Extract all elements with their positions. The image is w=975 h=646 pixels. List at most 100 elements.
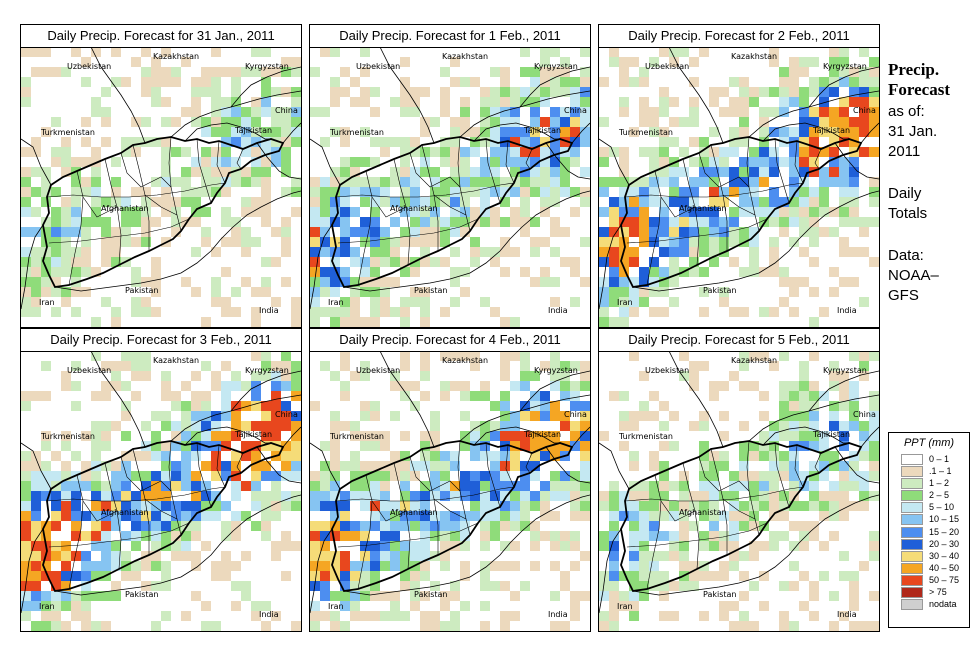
precip-cell <box>809 381 819 391</box>
precip-cell <box>570 511 580 521</box>
country-border <box>860 426 879 448</box>
map-panel-3: Daily Precip. Forecast for 2 Feb., 2011 … <box>598 24 880 328</box>
precip-cell <box>619 307 629 317</box>
precip-cell <box>410 297 420 307</box>
precip-cell <box>530 167 540 177</box>
precip-cell <box>739 77 749 87</box>
precip-cell <box>450 167 460 177</box>
precip-cell <box>839 481 849 491</box>
precip-cell <box>460 601 470 611</box>
precip-cell <box>211 77 221 87</box>
precip-cell <box>500 107 510 117</box>
precip-cell <box>71 267 81 277</box>
precip-cell <box>91 531 101 541</box>
precip-cell <box>151 551 161 561</box>
precip-cell <box>261 277 271 287</box>
precip-cell <box>789 421 799 431</box>
label-china: China <box>564 106 587 115</box>
precip-cell <box>799 197 809 207</box>
precip-cell <box>629 351 639 361</box>
pakistan-border <box>632 494 879 596</box>
label-kazakhstan: Kazakhstan <box>153 356 199 365</box>
province-boundary <box>48 218 190 244</box>
precip-cell <box>121 531 131 541</box>
precip-cell <box>390 561 400 571</box>
as-of-block: as of: 31 Jan. 2011 <box>888 102 937 162</box>
precip-cell <box>91 167 101 177</box>
precip-cell <box>71 177 81 187</box>
precip-cell <box>360 551 370 561</box>
precip-cell <box>609 621 619 631</box>
precip-cell <box>271 107 281 117</box>
precip-cell <box>570 441 580 451</box>
precip-cell <box>370 551 380 561</box>
country-border <box>545 446 590 484</box>
precip-cell <box>789 217 799 227</box>
precip-cell <box>261 47 271 57</box>
precip-cell <box>440 381 450 391</box>
precip-cell <box>739 351 749 361</box>
precip-cell <box>61 491 71 501</box>
precip-cell <box>430 451 440 461</box>
precip-cell <box>659 217 669 227</box>
precip-cell <box>340 421 350 431</box>
precip-cell <box>580 77 590 87</box>
precip-cell <box>869 461 879 471</box>
legend-label: 1 – 2 <box>929 478 950 489</box>
precip-cell <box>350 317 360 327</box>
borders <box>599 351 879 614</box>
precip-cell <box>310 67 320 77</box>
precip-cell <box>201 237 211 247</box>
precip-cell <box>849 401 859 411</box>
precip-cell <box>709 217 719 227</box>
label-india: India <box>837 306 857 315</box>
precip-cell <box>151 307 161 317</box>
precip-cell <box>490 87 500 97</box>
precip-cell <box>560 421 570 431</box>
precip-cell <box>430 531 440 541</box>
province-boundary <box>525 148 533 170</box>
precip-cell <box>101 391 111 401</box>
precip-cell <box>320 551 330 561</box>
precip-cell <box>310 187 320 197</box>
precip-cell <box>131 277 141 287</box>
precip-cell <box>550 127 560 137</box>
precip-cell <box>639 571 649 581</box>
precip-cell <box>809 227 819 237</box>
precip-cell <box>21 247 31 257</box>
country-border <box>184 426 271 446</box>
precip-cell <box>709 167 719 177</box>
precip-cell <box>669 177 679 187</box>
precip-cell <box>21 87 31 97</box>
province-boundary <box>357 170 373 286</box>
precip-cell <box>679 227 689 237</box>
precip-cell <box>101 257 111 267</box>
precip-cell <box>759 391 769 401</box>
precip-cell <box>121 381 131 391</box>
precip-cell <box>340 521 350 531</box>
precip-cells <box>21 351 301 631</box>
precip-cell <box>231 227 241 237</box>
precip-cell <box>480 581 490 591</box>
precip-cell <box>71 501 81 511</box>
precip-cell <box>400 197 410 207</box>
precip-cell <box>340 167 350 177</box>
precip-cell <box>799 97 809 107</box>
precip-cell <box>151 621 161 631</box>
precip-cell <box>370 521 380 531</box>
precip-cell <box>779 127 789 137</box>
precip-cell <box>141 421 151 431</box>
precip-cell <box>580 197 590 207</box>
precip-cell <box>709 491 719 501</box>
precip-cell <box>829 461 839 471</box>
precip-cell <box>390 217 400 227</box>
precip-cell <box>450 621 460 631</box>
precip-cell <box>161 521 171 531</box>
province-boundary <box>371 196 407 218</box>
precip-cell <box>769 187 779 197</box>
precip-cell <box>320 287 330 297</box>
precip-cell <box>360 401 370 411</box>
precip-cell <box>81 481 91 491</box>
precip-cell <box>510 431 520 441</box>
